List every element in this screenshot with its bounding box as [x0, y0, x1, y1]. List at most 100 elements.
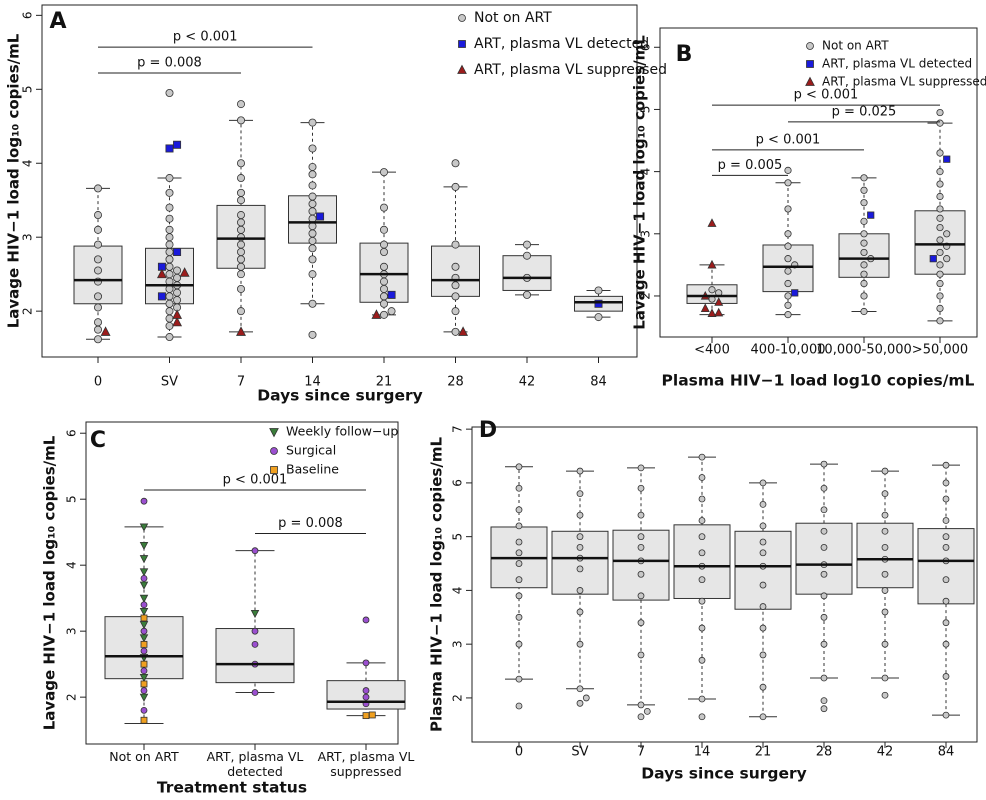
point	[942, 495, 950, 503]
box	[795, 522, 853, 595]
point	[784, 230, 792, 238]
point	[784, 279, 792, 288]
point	[942, 544, 950, 551]
point	[820, 705, 828, 713]
point	[881, 640, 889, 648]
point	[515, 484, 523, 492]
point	[165, 247, 174, 256]
point	[379, 310, 388, 319]
point	[236, 247, 245, 256]
point	[515, 560, 523, 567]
point	[881, 570, 889, 578]
point	[700, 303, 710, 313]
x-tick-label: 84	[590, 375, 607, 390]
point	[637, 592, 645, 600]
point	[140, 574, 148, 582]
y-tick-label: 6	[65, 429, 79, 437]
point	[308, 255, 317, 264]
point	[362, 693, 370, 701]
x-tick-label: SV	[161, 375, 178, 390]
point	[698, 495, 706, 503]
point	[179, 267, 190, 277]
point	[236, 218, 245, 227]
point	[139, 594, 149, 603]
point	[139, 581, 149, 590]
x-tick-label: 21	[376, 375, 393, 390]
point	[759, 538, 767, 546]
point	[94, 225, 103, 234]
point	[139, 634, 149, 643]
point	[236, 307, 245, 316]
x-tick-label: <400	[694, 343, 730, 358]
y-tick-label: 6	[451, 479, 465, 487]
point	[820, 570, 828, 578]
legend-marker	[269, 428, 279, 438]
point	[860, 186, 868, 194]
point	[936, 119, 944, 127]
point	[936, 261, 944, 269]
point	[820, 674, 828, 682]
y-tick-label: 6	[21, 12, 35, 20]
point	[881, 544, 889, 551]
p-value: p = 0.008	[278, 516, 343, 531]
point	[936, 279, 944, 288]
point	[379, 277, 388, 286]
point	[860, 270, 868, 278]
legend-marker	[806, 42, 814, 50]
point	[936, 108, 944, 117]
y-tick-label: 2	[65, 693, 79, 701]
point	[784, 292, 792, 300]
p-value: p = 0.008	[137, 56, 202, 71]
point	[140, 627, 148, 635]
point	[379, 247, 388, 256]
point	[784, 311, 792, 319]
point	[936, 223, 944, 232]
point	[523, 290, 532, 299]
point	[165, 255, 174, 264]
point	[881, 587, 889, 594]
point	[165, 233, 174, 242]
point	[165, 225, 174, 234]
point	[576, 608, 584, 616]
point	[139, 541, 149, 551]
point	[140, 497, 148, 505]
point	[936, 192, 944, 201]
point	[515, 463, 523, 471]
point	[165, 299, 174, 308]
box	[551, 530, 609, 595]
point	[236, 211, 245, 220]
legend-marker	[457, 64, 467, 74]
plot-frame	[41, 4, 638, 358]
point	[942, 517, 950, 524]
y-tick-label: 5	[639, 106, 653, 114]
point	[515, 506, 523, 514]
point	[371, 309, 382, 319]
point	[643, 707, 651, 715]
point	[820, 640, 828, 648]
x-tick-label: 14	[304, 375, 321, 390]
point	[165, 262, 174, 271]
point	[943, 230, 951, 238]
point	[860, 174, 868, 182]
point	[451, 240, 460, 249]
point	[637, 544, 645, 551]
point	[308, 162, 317, 171]
y-tick-label: 4	[65, 561, 79, 569]
point	[784, 179, 792, 187]
point	[165, 214, 174, 223]
point	[362, 616, 370, 624]
x-axis-label: Days since surgery	[257, 387, 423, 405]
point	[515, 702, 523, 710]
point	[94, 255, 103, 264]
point	[387, 290, 396, 299]
point	[379, 203, 388, 212]
x-tick-label: 28	[816, 745, 833, 760]
panel: D Plasma HIV−1 load log₁₀ copies/mL Days s…	[428, 418, 978, 783]
box	[215, 628, 295, 684]
point	[308, 192, 317, 201]
box	[917, 528, 975, 605]
point	[820, 592, 828, 600]
point	[820, 527, 828, 535]
point	[515, 538, 523, 546]
point	[942, 711, 950, 719]
